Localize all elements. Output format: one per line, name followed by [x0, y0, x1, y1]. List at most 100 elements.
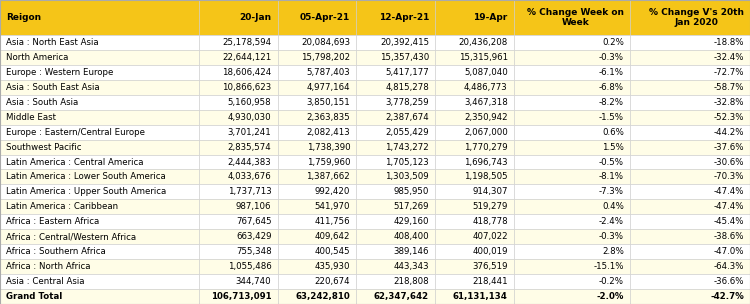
FancyBboxPatch shape — [278, 170, 356, 185]
Text: 2,444,383: 2,444,383 — [228, 157, 272, 167]
Text: -47.0%: -47.0% — [713, 247, 744, 256]
Text: -44.2%: -44.2% — [713, 128, 744, 136]
Text: Europe : Eastern/Central Europe: Europe : Eastern/Central Europe — [6, 128, 145, 136]
Text: 4,486,773: 4,486,773 — [464, 83, 508, 92]
Text: 1,770,279: 1,770,279 — [464, 143, 508, 152]
FancyBboxPatch shape — [278, 140, 356, 154]
FancyBboxPatch shape — [278, 244, 356, 259]
FancyBboxPatch shape — [514, 110, 630, 125]
Text: Asia : Central Asia: Asia : Central Asia — [6, 277, 85, 286]
FancyBboxPatch shape — [0, 110, 199, 125]
Text: North America: North America — [6, 53, 68, 62]
FancyBboxPatch shape — [630, 185, 750, 199]
FancyBboxPatch shape — [0, 214, 199, 229]
Text: Africa : North Africa: Africa : North Africa — [6, 262, 91, 271]
FancyBboxPatch shape — [199, 214, 278, 229]
FancyBboxPatch shape — [0, 140, 199, 154]
Text: Africa : Southern Africa: Africa : Southern Africa — [6, 247, 106, 256]
Text: 1,738,390: 1,738,390 — [307, 143, 350, 152]
FancyBboxPatch shape — [278, 259, 356, 274]
Text: 15,798,202: 15,798,202 — [301, 53, 350, 62]
FancyBboxPatch shape — [356, 170, 435, 185]
Text: 755,348: 755,348 — [236, 247, 272, 256]
FancyBboxPatch shape — [199, 95, 278, 110]
FancyBboxPatch shape — [435, 80, 514, 95]
Text: 220,674: 220,674 — [315, 277, 350, 286]
FancyBboxPatch shape — [0, 274, 199, 289]
Text: 344,740: 344,740 — [236, 277, 272, 286]
Text: -52.3%: -52.3% — [713, 113, 744, 122]
FancyBboxPatch shape — [278, 35, 356, 50]
Text: -32.4%: -32.4% — [713, 53, 744, 62]
FancyBboxPatch shape — [199, 170, 278, 185]
Text: 0.2%: 0.2% — [602, 38, 624, 47]
Text: -38.6%: -38.6% — [713, 232, 744, 241]
Text: 5,787,403: 5,787,403 — [307, 68, 350, 77]
Text: -6.8%: -6.8% — [599, 83, 624, 92]
Text: 389,146: 389,146 — [394, 247, 429, 256]
Text: 20,436,208: 20,436,208 — [458, 38, 508, 47]
Text: 1.5%: 1.5% — [602, 143, 624, 152]
FancyBboxPatch shape — [199, 199, 278, 214]
FancyBboxPatch shape — [435, 199, 514, 214]
Text: 435,930: 435,930 — [315, 262, 350, 271]
Text: 1,303,509: 1,303,509 — [386, 172, 429, 181]
Text: 20-Jan: 20-Jan — [239, 13, 272, 22]
FancyBboxPatch shape — [514, 125, 630, 140]
Text: % Change Week on
Week: % Change Week on Week — [527, 8, 624, 27]
Text: 987,106: 987,106 — [236, 202, 272, 211]
FancyBboxPatch shape — [435, 229, 514, 244]
FancyBboxPatch shape — [199, 65, 278, 80]
FancyBboxPatch shape — [199, 110, 278, 125]
FancyBboxPatch shape — [356, 185, 435, 199]
FancyBboxPatch shape — [356, 244, 435, 259]
Text: 1,759,960: 1,759,960 — [307, 157, 350, 167]
Text: 1,737,713: 1,737,713 — [228, 187, 272, 196]
Text: 2,387,674: 2,387,674 — [386, 113, 429, 122]
Text: -7.3%: -7.3% — [599, 187, 624, 196]
FancyBboxPatch shape — [0, 244, 199, 259]
Text: Reigon: Reigon — [6, 13, 41, 22]
Text: 443,343: 443,343 — [393, 262, 429, 271]
FancyBboxPatch shape — [514, 229, 630, 244]
FancyBboxPatch shape — [630, 80, 750, 95]
FancyBboxPatch shape — [356, 95, 435, 110]
FancyBboxPatch shape — [630, 35, 750, 50]
Text: 20,084,693: 20,084,693 — [301, 38, 350, 47]
Text: 63,242,810: 63,242,810 — [296, 292, 350, 301]
FancyBboxPatch shape — [356, 289, 435, 304]
FancyBboxPatch shape — [435, 289, 514, 304]
Text: 1,387,662: 1,387,662 — [307, 172, 350, 181]
FancyBboxPatch shape — [356, 110, 435, 125]
Text: 5,417,177: 5,417,177 — [386, 68, 429, 77]
FancyBboxPatch shape — [630, 214, 750, 229]
Text: % Change V's 20th
Jan 2020: % Change V's 20th Jan 2020 — [649, 8, 744, 27]
FancyBboxPatch shape — [356, 80, 435, 95]
FancyBboxPatch shape — [514, 244, 630, 259]
FancyBboxPatch shape — [0, 154, 199, 170]
FancyBboxPatch shape — [0, 95, 199, 110]
FancyBboxPatch shape — [514, 199, 630, 214]
Text: -47.4%: -47.4% — [713, 187, 744, 196]
Text: 985,950: 985,950 — [394, 187, 429, 196]
Text: -36.6%: -36.6% — [713, 277, 744, 286]
FancyBboxPatch shape — [356, 125, 435, 140]
Text: -2.4%: -2.4% — [599, 217, 624, 226]
FancyBboxPatch shape — [278, 125, 356, 140]
FancyBboxPatch shape — [514, 214, 630, 229]
FancyBboxPatch shape — [199, 274, 278, 289]
Text: -0.5%: -0.5% — [599, 157, 624, 167]
Text: 25,178,594: 25,178,594 — [222, 38, 272, 47]
Text: Grand Total: Grand Total — [6, 292, 62, 301]
FancyBboxPatch shape — [278, 50, 356, 65]
FancyBboxPatch shape — [356, 259, 435, 274]
Text: 1,198,505: 1,198,505 — [464, 172, 508, 181]
FancyBboxPatch shape — [199, 140, 278, 154]
FancyBboxPatch shape — [514, 289, 630, 304]
FancyBboxPatch shape — [199, 50, 278, 65]
Text: Africa : Eastern Africa: Africa : Eastern Africa — [6, 217, 99, 226]
Text: 519,279: 519,279 — [472, 202, 508, 211]
FancyBboxPatch shape — [630, 95, 750, 110]
Text: 2,082,413: 2,082,413 — [307, 128, 350, 136]
FancyBboxPatch shape — [278, 229, 356, 244]
